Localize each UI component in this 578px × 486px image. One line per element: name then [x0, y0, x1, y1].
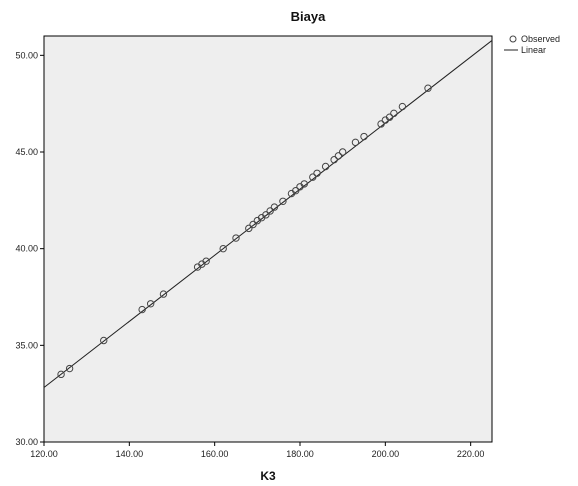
- y-tick-label: 35.00: [15, 340, 38, 350]
- data-point: [249, 220, 257, 229]
- data-point: [313, 169, 321, 177]
- legend-observed-marker: [509, 35, 517, 43]
- data-point: [338, 148, 347, 156]
- y-tick-label: 50.00: [15, 50, 38, 60]
- x-tick-label: 180.00: [286, 449, 314, 459]
- data-point: [65, 364, 74, 373]
- data-point: [300, 180, 308, 188]
- data-point: [270, 203, 279, 211]
- data-point: [390, 109, 398, 118]
- data-point: [377, 120, 385, 128]
- data-point: [245, 224, 253, 233]
- data-point: [279, 197, 287, 206]
- legend-observed-label: Observed: [521, 34, 560, 44]
- x-axis: 120.00 140.00 160.00 180.00 200.00 220.00: [30, 442, 484, 459]
- x-tick-label: 200.00: [372, 449, 400, 459]
- data-point: [360, 132, 368, 141]
- data-point: [292, 186, 300, 195]
- y-tick-label: 30.00: [15, 437, 38, 447]
- x-axis-title: K3: [260, 469, 276, 483]
- data-point: [232, 234, 240, 242]
- data-point: [138, 305, 146, 314]
- data-point: [262, 211, 270, 219]
- data-point: [100, 336, 108, 345]
- legend: Observed Linear: [504, 34, 560, 55]
- observed-points: [57, 84, 432, 379]
- data-point: [146, 300, 155, 308]
- data-point: [330, 156, 338, 164]
- x-tick-label: 140.00: [116, 449, 144, 459]
- data-point: [219, 244, 227, 253]
- y-tick-label: 45.00: [15, 147, 38, 157]
- data-point: [266, 207, 274, 215]
- data-point: [424, 84, 432, 92]
- data-point: [398, 102, 407, 111]
- x-tick-label: 220.00: [457, 449, 485, 459]
- data-point: [159, 290, 168, 298]
- plot-area: [43, 35, 493, 443]
- x-tick-label: 160.00: [201, 449, 229, 459]
- data-point: [309, 173, 317, 181]
- data-point: [351, 138, 360, 147]
- data-point: [334, 152, 343, 160]
- chart-title: Biaya: [291, 9, 326, 24]
- legend-linear-label: Linear: [521, 45, 546, 55]
- data-point: [385, 113, 394, 121]
- x-tick-label: 120.00: [30, 449, 58, 459]
- data-point: [321, 162, 330, 171]
- y-axis: 30.00 35.00 40.00 45.00 50.00: [15, 50, 44, 447]
- data-point: [57, 370, 65, 379]
- y-tick-label: 40.00: [15, 244, 38, 254]
- data-point: [202, 257, 210, 265]
